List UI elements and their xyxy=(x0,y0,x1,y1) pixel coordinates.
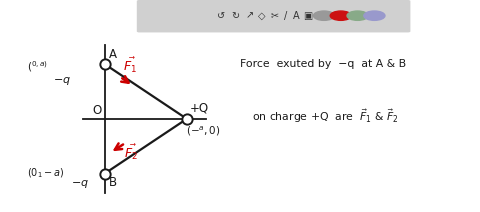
Text: ↻: ↻ xyxy=(231,11,239,21)
Text: A: A xyxy=(293,11,300,21)
Text: B: B xyxy=(108,176,117,189)
Text: ◇: ◇ xyxy=(258,11,265,21)
Text: O: O xyxy=(93,104,102,117)
Text: Force  exuted by  −q  at A & B: Force exuted by −q at A & B xyxy=(240,59,406,69)
Text: $- q$: $- q$ xyxy=(71,178,89,190)
Text: $(0_{1}-a)$: $(0_{1}-a)$ xyxy=(27,167,64,180)
Point xyxy=(183,117,191,121)
Text: ↗: ↗ xyxy=(246,11,253,21)
Text: $-q$: $-q$ xyxy=(52,75,71,87)
Text: on charge +Q  are  $\vec{F}_1$ & $\vec{F}_2$: on charge +Q are $\vec{F}_1$ & $\vec{F}_… xyxy=(252,107,399,125)
Text: ↺: ↺ xyxy=(217,11,225,21)
Text: $(-^{a},0)$: $(-^{a},0)$ xyxy=(186,124,220,138)
Text: ✂: ✂ xyxy=(271,11,278,21)
Text: +Q: +Q xyxy=(190,102,209,114)
Text: ▣: ▣ xyxy=(303,11,313,21)
Text: $\vec{F_1}$: $\vec{F_1}$ xyxy=(123,55,137,75)
Text: A: A xyxy=(108,48,117,61)
Text: $(^{0,a)}$: $(^{0,a)}$ xyxy=(27,59,48,74)
Text: $\vec{F_2}$: $\vec{F_2}$ xyxy=(124,143,138,162)
Text: /: / xyxy=(284,11,287,21)
Point xyxy=(101,172,108,175)
Point xyxy=(101,62,108,66)
